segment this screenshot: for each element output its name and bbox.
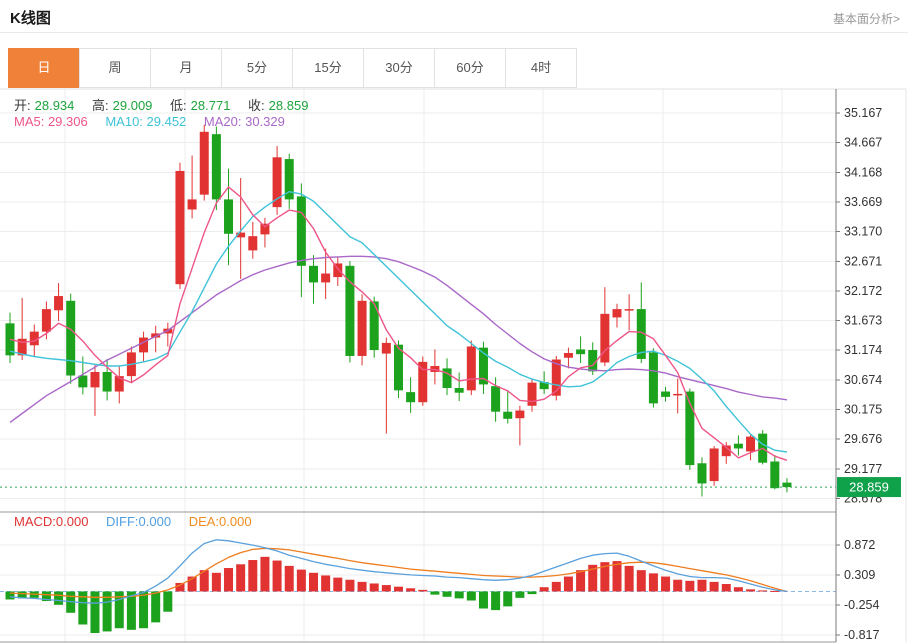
tab-period-0[interactable]: 日 <box>8 48 80 88</box>
svg-text:30.175: 30.175 <box>844 403 882 417</box>
tab-period-6[interactable]: 60分 <box>434 48 506 88</box>
svg-text:33.170: 33.170 <box>844 225 882 239</box>
tab-period-2[interactable]: 月 <box>150 48 222 88</box>
ma20-readout: MA20: 30.329 <box>203 114 285 129</box>
svg-text:32.671: 32.671 <box>844 254 882 268</box>
open-value: 28.934 <box>34 98 75 113</box>
svg-text:30.674: 30.674 <box>844 373 882 387</box>
tab-period-1[interactable]: 周 <box>79 48 151 88</box>
svg-text:-0.817: -0.817 <box>844 628 879 642</box>
close-value: 28.859 <box>268 98 309 113</box>
svg-text:31.174: 31.174 <box>844 343 882 357</box>
low-label: 低: <box>170 98 187 113</box>
header: K线图 基本面分析> <box>0 0 908 33</box>
page-title: K线图 <box>10 10 51 27</box>
svg-text:33.669: 33.669 <box>844 195 882 209</box>
ohlc-legend: 开: 28.934 高: 29.009 低: 28.771 收: 28.859 <box>14 95 312 114</box>
ma5-readout: MA5: 29.306 <box>14 114 88 129</box>
open-label: 开: <box>14 98 31 113</box>
fundamental-analysis-link[interactable]: 基本面分析> <box>832 12 900 26</box>
tab-period-4[interactable]: 15分 <box>292 48 364 88</box>
ma-legend: MA5: 29.306 MA10: 29.452 MA20: 30.329 <box>14 114 289 129</box>
high-value: 29.009 <box>112 98 153 113</box>
tab-period-3[interactable]: 5分 <box>221 48 293 88</box>
svg-text:34.168: 34.168 <box>844 165 882 179</box>
tab-period-7[interactable]: 4时 <box>505 48 577 88</box>
svg-text:-0.254: -0.254 <box>844 598 879 612</box>
close-label: 收: <box>248 98 265 113</box>
dea-readout: DEA:0.000 <box>188 514 252 529</box>
svg-text:31.673: 31.673 <box>844 314 882 328</box>
high-label: 高: <box>92 98 109 113</box>
svg-text:0.872: 0.872 <box>844 538 875 552</box>
svg-text:29.676: 29.676 <box>844 432 882 446</box>
svg-text:32.172: 32.172 <box>844 284 882 298</box>
svg-text:34.667: 34.667 <box>844 136 882 150</box>
tab-period-5[interactable]: 30分 <box>363 48 435 88</box>
svg-text:28.859: 28.859 <box>849 480 889 495</box>
diff-readout: DIFF:0.000 <box>106 514 172 529</box>
svg-text:29.177: 29.177 <box>844 462 882 476</box>
low-value: 28.771 <box>190 98 231 113</box>
macd-readout: MACD:0.000 <box>14 514 89 529</box>
svg-text:35.167: 35.167 <box>844 106 882 120</box>
svg-text:0.309: 0.309 <box>844 568 875 582</box>
ma10-readout: MA10: 29.452 <box>105 114 187 129</box>
macd-legend: MACD:0.000 DIFF:0.000 DEA:0.000 <box>14 514 256 529</box>
period-tabs: 日周月 5分 15分 30分 60分 4时 <box>8 48 577 88</box>
